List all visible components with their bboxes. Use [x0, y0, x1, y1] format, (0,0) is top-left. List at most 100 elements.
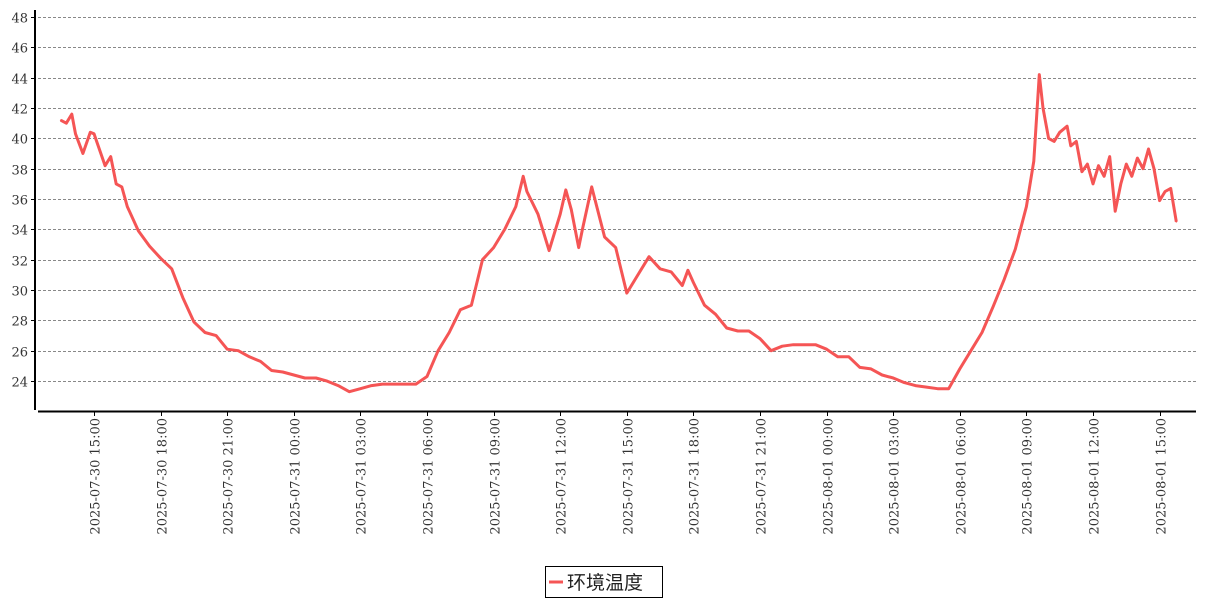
- y-tick-label: 38: [11, 164, 28, 179]
- data-point: [337, 384, 340, 387]
- data-point: [65, 122, 68, 124]
- data-point: [914, 384, 917, 387]
- data-point: [1058, 131, 1061, 134]
- data-point: [1142, 167, 1144, 170]
- data-point: [74, 133, 77, 135]
- data-point: [970, 349, 972, 352]
- data-point: [415, 383, 417, 385]
- data-point: [1042, 107, 1044, 109]
- y-tick-label: 30: [11, 285, 28, 300]
- data-point: [326, 380, 328, 382]
- data-point: [392, 383, 395, 385]
- data-point: [725, 327, 728, 329]
- data-point: [448, 331, 451, 334]
- data-point: [1125, 163, 1128, 165]
- data-point: [637, 274, 639, 276]
- legend[interactable]: 环境温度: [545, 566, 663, 598]
- data-point: [1025, 205, 1028, 208]
- data-point: [370, 384, 373, 387]
- data-point: [848, 356, 850, 358]
- data-point: [1169, 187, 1172, 190]
- data-point: [670, 271, 672, 273]
- data-point: [470, 304, 473, 307]
- data-point: [1158, 199, 1161, 202]
- data-point: [259, 360, 262, 363]
- data-point: [89, 131, 92, 134]
- y-tick-label: 36: [11, 194, 28, 209]
- data-point: [936, 387, 939, 390]
- x-tick-label: 2025-08-01 00:00: [822, 418, 837, 535]
- data-point: [159, 257, 162, 260]
- y-tick-label: 40: [11, 133, 28, 148]
- data-point: [1066, 125, 1068, 127]
- x-tick-label: 2025-08-01 12:00: [1088, 418, 1103, 535]
- data-point: [626, 292, 628, 294]
- y-tick-label: 24: [11, 376, 28, 391]
- data-point: [603, 236, 606, 238]
- data-point: [681, 284, 684, 287]
- data-point: [1153, 167, 1155, 170]
- data-point: [959, 368, 961, 370]
- data-point: [903, 381, 906, 384]
- data-point: [93, 133, 95, 135]
- data-point: [1086, 163, 1089, 165]
- data-point: [1070, 145, 1072, 147]
- x-tick-label: 2025-08-01 03:00: [888, 418, 903, 535]
- data-point: [1108, 155, 1111, 158]
- x-tick-label: 2025-07-31 18:00: [688, 418, 703, 535]
- x-axis-ticks: 2025-07-30 15:00 2025-07-30 18:00 2025-07-…: [89, 412, 1170, 535]
- data-point: [565, 189, 567, 191]
- data-point: [836, 356, 839, 358]
- y-tick-label: 28: [11, 315, 28, 330]
- data-point: [82, 152, 84, 155]
- data-point: [515, 205, 517, 208]
- data-point: [1147, 148, 1150, 150]
- series-layer: [59, 73, 1178, 394]
- data-point: [459, 309, 462, 311]
- data-point: [426, 375, 428, 378]
- data-point: [814, 343, 817, 346]
- data-point: [170, 268, 173, 270]
- data-point: [947, 387, 950, 390]
- data-point: [1097, 164, 1100, 167]
- x-tick-label: 2025-07-31 00:00: [289, 418, 304, 535]
- y-tick-label: 42: [11, 103, 28, 118]
- data-point: [503, 228, 506, 231]
- data-point: [1136, 157, 1139, 159]
- data-point: [1053, 140, 1055, 143]
- data-point: [304, 377, 306, 379]
- data-point: [859, 366, 861, 369]
- data-point: [281, 371, 284, 373]
- data-point: [359, 387, 362, 390]
- x-tick-label: 2025-08-01 09:00: [1021, 418, 1036, 535]
- x-tick-label: 2025-07-31 15:00: [622, 418, 637, 535]
- data-point: [1003, 278, 1005, 281]
- data-point: [1114, 210, 1116, 212]
- data-point: [703, 304, 706, 307]
- y-tick-label: 32: [11, 255, 28, 270]
- data-point: [659, 268, 661, 270]
- legend-label: 环境温度: [567, 572, 643, 594]
- data-point: [992, 305, 994, 308]
- data-point: [925, 386, 928, 388]
- data-point: [1047, 137, 1050, 140]
- data-point: [248, 356, 251, 358]
- data-point: [559, 213, 561, 215]
- data-point: [315, 377, 317, 379]
- data-point: [109, 155, 112, 158]
- data-point: [614, 246, 617, 249]
- data-point: [803, 343, 806, 346]
- data-point: [137, 230, 140, 232]
- x-tick-label: 2025-08-01 06:00: [955, 418, 970, 535]
- data-point: [687, 269, 689, 272]
- data-point: [526, 190, 528, 193]
- data-point: [714, 313, 717, 316]
- data-point: [759, 337, 761, 340]
- data-point: [581, 228, 584, 231]
- data-point: [481, 258, 484, 261]
- y-tick-label: 44: [11, 73, 28, 88]
- gridlines: [38, 17, 1196, 382]
- data-point: [577, 246, 580, 249]
- y-tick-label: 34: [11, 224, 28, 239]
